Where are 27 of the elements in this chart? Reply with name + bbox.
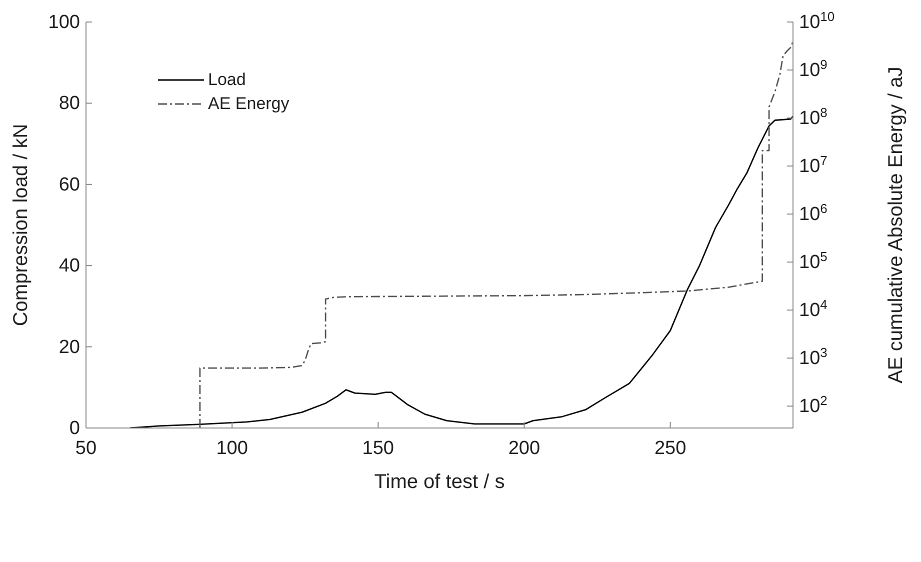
y2-tick-label: 10$^{5}$	[799, 248, 828, 274]
y-axis-title: Compression load / kN	[10, 124, 32, 326]
x-tick-label: 150	[362, 438, 394, 459]
y2-axis-title: AE cumulative Absolute Energy / aJ	[885, 66, 908, 384]
y-tick-label: 40	[58, 256, 80, 277]
y2-tick-label: 10$^{3}$	[799, 344, 828, 370]
y-tick-label: 60	[58, 174, 80, 196]
y2-tick-label: 10$^{6}$	[799, 200, 828, 226]
y2-tick-label: 10$^{2}$	[799, 392, 828, 418]
y-tick-label: 20	[58, 336, 80, 358]
y2-tick-label: 10$^{10}$	[799, 8, 835, 33]
x-tick-label: 200	[508, 438, 540, 459]
legend-label: Load	[208, 70, 246, 90]
y2-tick-label: 10$^{7}$	[799, 152, 828, 178]
y2-tick-label: 10$^{9}$	[799, 56, 828, 82]
x-axis-title: Time of test / s	[374, 471, 505, 493]
y2-tick-label: 10$^{4}$	[799, 296, 828, 322]
y-tick-label: 0	[69, 418, 80, 439]
line-series	[199, 40, 793, 428]
y-tick-label: 100	[48, 12, 80, 33]
y-tick-label: 80	[58, 93, 80, 114]
legend-label: AE Energy	[208, 94, 290, 114]
x-tick-label: 250	[654, 438, 686, 459]
x-tick-label: 100	[216, 438, 248, 459]
y2-tick-label: 10$^{8}$	[799, 104, 828, 130]
x-tick-label: 50	[75, 438, 97, 459]
line-series	[129, 115, 793, 428]
